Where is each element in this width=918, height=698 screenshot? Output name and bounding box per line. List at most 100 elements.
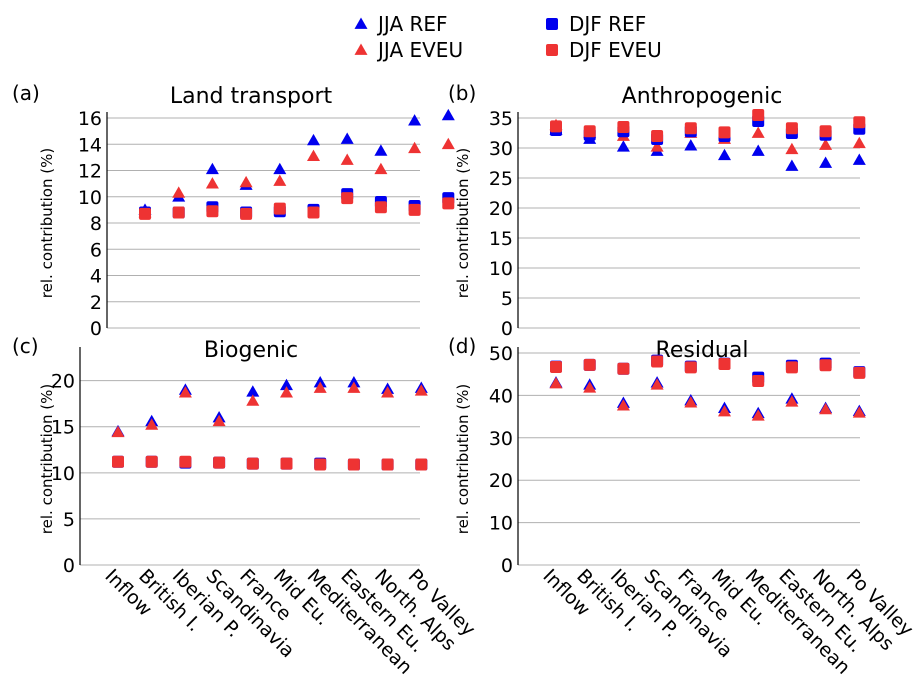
panel-title: Land transport (170, 84, 333, 109)
point-djf-eveu-9 (853, 116, 866, 129)
point-jja-eveu-8 (819, 402, 833, 415)
y-tick-label: 15 (51, 417, 75, 439)
point-jja-eveu-0 (549, 377, 563, 389)
y-tick-label: 2 (90, 292, 102, 314)
point-jja-eveu-9 (414, 384, 428, 396)
point-jja-ref-7 (374, 144, 388, 156)
point-djf-eveu-3 (651, 130, 664, 142)
legend-marker-1 (546, 18, 558, 30)
point-jja-ref-6 (751, 144, 765, 156)
y-tick-label: 35 (489, 108, 513, 130)
point-djf-eveu-7 (785, 361, 798, 374)
point-djf-eveu-0 (550, 360, 562, 373)
point-djf-eveu-7 (347, 458, 360, 471)
point-jja-ref-5 (280, 378, 293, 391)
point-djf-eveu-2 (179, 455, 192, 468)
y-tick-label: 10 (489, 258, 513, 280)
point-jja-eveu-5 (718, 405, 731, 417)
y-axis-label: rel. contribution (%) (38, 384, 56, 534)
y-tick-label: 20 (51, 371, 75, 393)
point-djf-eveu-1 (583, 125, 596, 138)
point-djf-eveu-0 (550, 120, 562, 133)
point-djf-eveu-6 (314, 458, 327, 471)
point-jja-ref-2 (205, 162, 219, 175)
point-jja-ref-6 (340, 132, 354, 144)
point-djf-eveu-4 (273, 202, 286, 215)
panel-3: 0 10 20 30 40 50 Residual (d) rel. contribution … (448, 334, 918, 679)
point-jja-eveu-6 (340, 153, 354, 165)
point-jja-eveu-6 (751, 409, 765, 421)
y-tick-label: 40 (489, 385, 513, 407)
panel-2: 0 5 10 15 20 Biogenic (c) rel. contribution (%)… (12, 334, 480, 679)
y-axis-label: rel. contribution (%) (454, 384, 472, 534)
legend-label-0: JJA REF (376, 12, 448, 36)
point-djf-eveu-6 (341, 192, 354, 205)
chart-panels: 0 2 4 6 8 10 12 14 16 Land transport (a) rel. contr… (12, 81, 918, 679)
panel-label: (c) (12, 334, 39, 358)
y-tick-label: 15 (489, 228, 513, 250)
y-tick-label: 6 (90, 239, 102, 261)
point-jja-eveu-1 (172, 186, 186, 198)
legend-marker-0 (354, 17, 368, 29)
point-jja-eveu-8 (819, 138, 833, 150)
y-tick-label: 0 (63, 555, 75, 577)
point-jja-eveu-7 (347, 381, 361, 393)
point-djf-eveu-7 (374, 201, 387, 214)
point-jja-eveu-2 (205, 177, 219, 189)
y-tick-label: 5 (63, 509, 75, 531)
point-djf-eveu-8 (819, 359, 832, 372)
point-djf-eveu-3 (651, 355, 664, 368)
y-tick-label: 10 (78, 187, 102, 209)
point-jja-eveu-3 (650, 378, 664, 390)
y-axis-label: rel. contribution (%) (38, 148, 56, 298)
point-jja-eveu-8 (408, 141, 422, 154)
point-djf-eveu-2 (206, 205, 219, 218)
point-djf-eveu-2 (617, 362, 630, 375)
point-jja-ref-9 (441, 108, 455, 121)
point-jja-eveu-9 (852, 406, 866, 418)
point-djf-eveu-0 (112, 455, 124, 468)
y-tick-label: 0 (501, 318, 513, 340)
point-djf-eveu-4 (246, 457, 259, 470)
point-jja-ref-4 (684, 139, 698, 151)
y-tick-label: 0 (501, 555, 513, 577)
point-jja-eveu-5 (280, 386, 293, 398)
point-djf-eveu-9 (853, 366, 866, 379)
point-jja-eveu-4 (684, 396, 698, 408)
point-jja-eveu-1 (145, 418, 159, 430)
point-jja-eveu-8 (381, 386, 395, 398)
y-tick-label: 20 (489, 198, 513, 220)
point-jja-ref-5 (718, 148, 731, 161)
legend: JJA REF DJF REF JJA EVEU DJF EVEU (354, 12, 662, 62)
point-jja-eveu-0 (111, 425, 125, 438)
legend-marker-3 (546, 44, 558, 56)
panel-label: (d) (448, 334, 476, 358)
point-jja-eveu-3 (650, 140, 664, 152)
legend-marker-2 (354, 43, 368, 55)
y-tick-label: 10 (489, 513, 513, 535)
y-tick-label: 16 (78, 108, 102, 130)
point-jja-eveu-7 (785, 142, 799, 155)
point-djf-eveu-4 (684, 361, 697, 374)
point-jja-eveu-3 (212, 414, 226, 427)
point-djf-eveu-2 (617, 121, 630, 133)
point-djf-eveu-1 (172, 206, 185, 219)
point-jja-eveu-9 (441, 137, 455, 150)
point-jja-eveu-3 (239, 175, 253, 188)
point-jja-ref-8 (819, 156, 833, 168)
point-jja-ref-4 (273, 162, 287, 175)
point-djf-eveu-3 (240, 207, 253, 220)
legend-label-2: JJA EVEU (376, 38, 463, 62)
point-djf-eveu-6 (752, 374, 765, 387)
point-djf-eveu-5 (718, 126, 731, 139)
point-djf-eveu-5 (280, 457, 293, 470)
point-jja-eveu-5 (307, 149, 320, 161)
panel-title: Anthropogenic (622, 84, 783, 109)
point-jja-eveu-2 (178, 386, 192, 398)
point-jja-eveu-7 (374, 162, 388, 175)
panel-label: (a) (12, 81, 40, 105)
point-djf-eveu-5 (307, 206, 320, 219)
panel-1: 0 5 10 15 20 25 30 35 Anthropogenic (b) rel. contr… (448, 81, 866, 340)
panel-title: Biogenic (204, 338, 298, 363)
point-djf-eveu-0 (139, 207, 151, 220)
